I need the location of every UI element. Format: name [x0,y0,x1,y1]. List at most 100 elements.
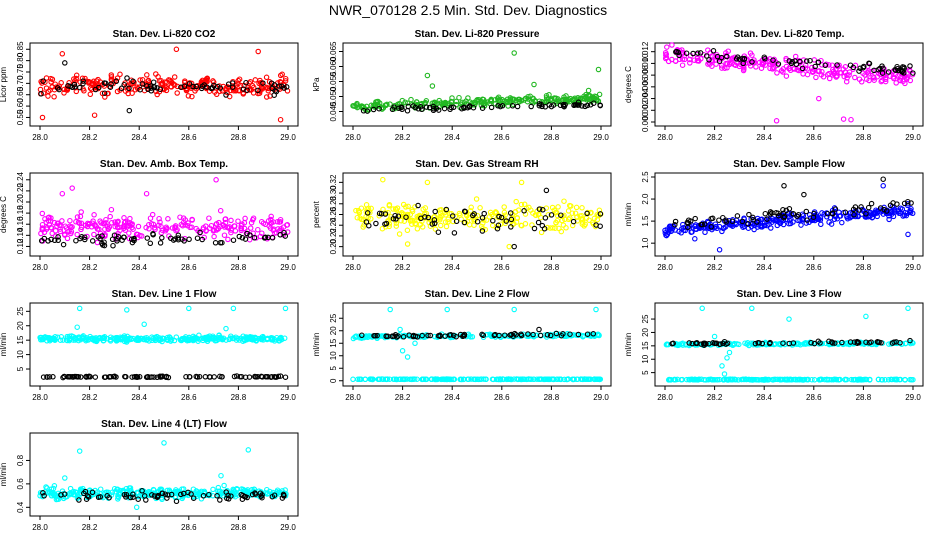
data-point [89,238,96,244]
data-point [724,61,731,67]
y-tick-label: 0.055 [329,71,338,92]
data-point [508,216,515,223]
x-tick-label: 28.4 [444,263,460,272]
data-point [399,97,406,104]
data-point [58,492,64,498]
data-point [133,504,140,511]
data-point [232,87,239,94]
data-point [136,374,143,380]
data-point [277,373,284,379]
data-point [126,230,132,236]
data-point [173,498,180,505]
data-point [543,98,550,104]
data-point [353,334,359,340]
data-point [241,493,248,500]
data-point [197,229,203,236]
data-point [553,95,559,102]
data-point [544,332,551,338]
data-point [695,57,702,64]
y-tick-label: 0.85 [16,41,25,57]
data-point [354,102,360,108]
data-point [427,332,434,339]
data-point [56,86,62,93]
data-point [804,71,811,78]
data-point [150,231,156,237]
data-point [193,83,199,90]
data-point [687,60,693,66]
data-point [230,305,237,312]
data-point [364,108,371,114]
data-point [587,210,594,216]
data-point [55,234,61,240]
x-tick-label: 28.2 [82,393,98,402]
y-tick-label: 0.80 [16,52,25,68]
data-point [364,210,371,216]
data-point [393,223,400,229]
data-point [209,85,216,91]
series-black [38,229,289,249]
data-point [190,486,197,492]
data-point [130,78,136,85]
x-tick-label: 28.2 [707,133,723,142]
data-point [560,222,567,228]
data-point [413,220,419,227]
data-point [733,376,739,383]
data-point [767,211,774,217]
x-tick-label: 29.0 [905,263,921,272]
data-point [431,376,438,382]
data-point [52,228,59,234]
data-point [558,228,565,235]
data-point [582,103,588,110]
data-point [143,224,149,231]
data-point [392,206,399,212]
data-point [414,226,421,232]
data-point [266,488,273,495]
data-point [596,332,602,339]
data-point [466,103,473,109]
data-point [474,97,480,103]
data-point [41,493,47,499]
x-tick-label: 28.6 [181,523,197,532]
data-point [45,93,51,99]
x-tick-label: 28.2 [395,393,411,402]
data-point [107,84,114,90]
data-point [786,65,793,72]
data-point [370,106,377,113]
data-point [62,494,69,500]
data-point [427,104,433,111]
data-point [529,222,535,228]
data-point [282,75,289,82]
data-point [101,239,107,245]
data-point [159,235,165,241]
y-axis-label: ml/min [0,333,8,357]
data-point [60,241,67,248]
data-point [575,99,582,106]
x-tick-label: 28.8 [231,133,247,142]
data-point [73,237,79,244]
data-point [703,53,710,59]
data-point [139,488,145,494]
chart-panel-9: Stan. Dev. Line 3 Flow ml/min 28.0 28.2 28.4… [624,289,924,402]
data-point [107,336,114,343]
data-point [80,80,86,87]
data-point [461,331,468,338]
x-tick-label: 28.0 [345,263,361,272]
data-point [373,220,379,227]
data-point [453,218,460,225]
data-point [87,85,94,92]
data-point [423,104,430,110]
x-tick-label: 28.4 [131,133,147,142]
data-point [680,221,686,228]
data-point [672,218,679,225]
data-point [802,341,809,347]
y-tick-label: 20 [329,326,338,335]
x-tick-label: 28.2 [82,133,98,142]
data-point [569,210,576,216]
data-point [539,222,546,229]
data-point [586,376,592,383]
data-point [165,492,171,498]
data-point [404,227,411,234]
data-point [905,198,911,205]
data-point [238,335,244,342]
data-point [852,204,859,210]
